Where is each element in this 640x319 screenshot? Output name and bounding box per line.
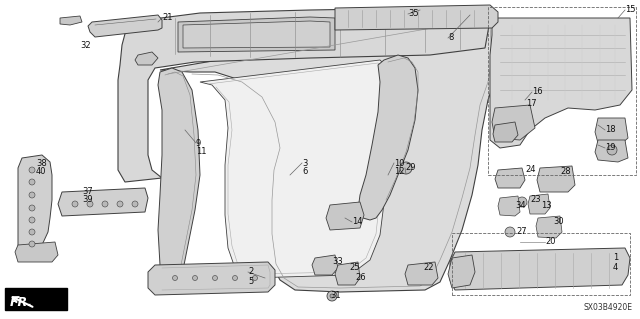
Circle shape <box>102 201 108 207</box>
Polygon shape <box>58 188 148 216</box>
Text: 25: 25 <box>349 263 360 272</box>
Circle shape <box>132 201 138 207</box>
Text: 13: 13 <box>541 201 552 210</box>
Circle shape <box>29 179 35 185</box>
Text: 31: 31 <box>330 292 340 300</box>
Circle shape <box>29 167 35 173</box>
Text: 18: 18 <box>605 125 616 135</box>
Polygon shape <box>492 105 535 140</box>
Text: 2: 2 <box>248 268 253 277</box>
Text: 22: 22 <box>423 263 433 272</box>
Text: 4: 4 <box>613 263 618 271</box>
Circle shape <box>29 217 35 223</box>
Text: 26: 26 <box>355 273 365 283</box>
Text: 40: 40 <box>36 167 47 176</box>
Circle shape <box>253 276 257 280</box>
Circle shape <box>505 227 515 237</box>
Polygon shape <box>158 68 200 278</box>
Circle shape <box>327 291 337 301</box>
Text: 29: 29 <box>405 164 415 173</box>
Circle shape <box>72 201 78 207</box>
Polygon shape <box>490 18 632 148</box>
Polygon shape <box>358 55 418 220</box>
Text: 35: 35 <box>408 10 419 19</box>
Text: 28: 28 <box>560 167 571 176</box>
Text: 34: 34 <box>515 201 525 210</box>
Circle shape <box>400 162 412 174</box>
Polygon shape <box>495 168 525 188</box>
Text: 5: 5 <box>248 277 253 286</box>
Polygon shape <box>118 8 490 182</box>
Circle shape <box>212 276 218 280</box>
Polygon shape <box>493 122 518 142</box>
Text: 1: 1 <box>613 254 618 263</box>
Text: 27: 27 <box>516 227 527 236</box>
Text: 8: 8 <box>448 33 453 42</box>
Polygon shape <box>148 262 275 295</box>
Circle shape <box>29 229 35 235</box>
Text: 21: 21 <box>162 13 173 23</box>
Polygon shape <box>405 262 438 285</box>
Polygon shape <box>335 5 498 30</box>
Polygon shape <box>18 155 52 255</box>
Text: 30: 30 <box>553 218 564 226</box>
Polygon shape <box>60 16 82 25</box>
Bar <box>452 233 630 295</box>
Polygon shape <box>135 52 158 65</box>
Circle shape <box>29 192 35 198</box>
Polygon shape <box>15 242 58 262</box>
Text: FR.: FR. <box>10 295 33 308</box>
Polygon shape <box>498 196 520 216</box>
Text: 15: 15 <box>625 5 636 14</box>
Circle shape <box>87 201 93 207</box>
Text: 17: 17 <box>526 100 536 108</box>
Text: 19: 19 <box>605 144 616 152</box>
Circle shape <box>29 241 35 247</box>
Polygon shape <box>595 140 628 162</box>
Text: 38: 38 <box>36 159 47 167</box>
Text: 37: 37 <box>82 188 93 197</box>
Polygon shape <box>312 255 338 275</box>
Circle shape <box>607 145 617 155</box>
Text: 24: 24 <box>525 166 536 174</box>
Bar <box>488 7 636 175</box>
Polygon shape <box>335 262 360 285</box>
Polygon shape <box>595 118 628 145</box>
Circle shape <box>173 276 177 280</box>
Text: 33: 33 <box>332 256 343 265</box>
Circle shape <box>193 276 198 280</box>
Text: 32: 32 <box>80 41 91 50</box>
Polygon shape <box>178 17 335 52</box>
Polygon shape <box>183 21 330 48</box>
Text: 10: 10 <box>394 159 404 167</box>
Text: 11: 11 <box>196 147 207 157</box>
Polygon shape <box>536 216 562 238</box>
Text: 12: 12 <box>394 167 404 176</box>
Text: 39: 39 <box>82 196 93 204</box>
Text: 3: 3 <box>302 159 307 167</box>
Polygon shape <box>160 15 498 292</box>
Text: 6: 6 <box>302 167 307 176</box>
Text: SX03B4920E: SX03B4920E <box>583 303 632 312</box>
Circle shape <box>330 294 334 298</box>
Polygon shape <box>448 255 475 288</box>
Polygon shape <box>326 202 364 230</box>
Circle shape <box>117 201 123 207</box>
Polygon shape <box>88 15 162 37</box>
Polygon shape <box>450 248 630 290</box>
Circle shape <box>29 205 35 211</box>
Text: 20: 20 <box>545 238 556 247</box>
Text: 14: 14 <box>352 218 362 226</box>
Polygon shape <box>537 166 575 192</box>
Text: 16: 16 <box>532 87 543 97</box>
Circle shape <box>232 276 237 280</box>
Bar <box>5 288 67 310</box>
Text: 23: 23 <box>530 196 541 204</box>
Circle shape <box>517 197 527 207</box>
Polygon shape <box>200 60 390 278</box>
Text: 9: 9 <box>196 138 201 147</box>
Polygon shape <box>528 194 550 214</box>
